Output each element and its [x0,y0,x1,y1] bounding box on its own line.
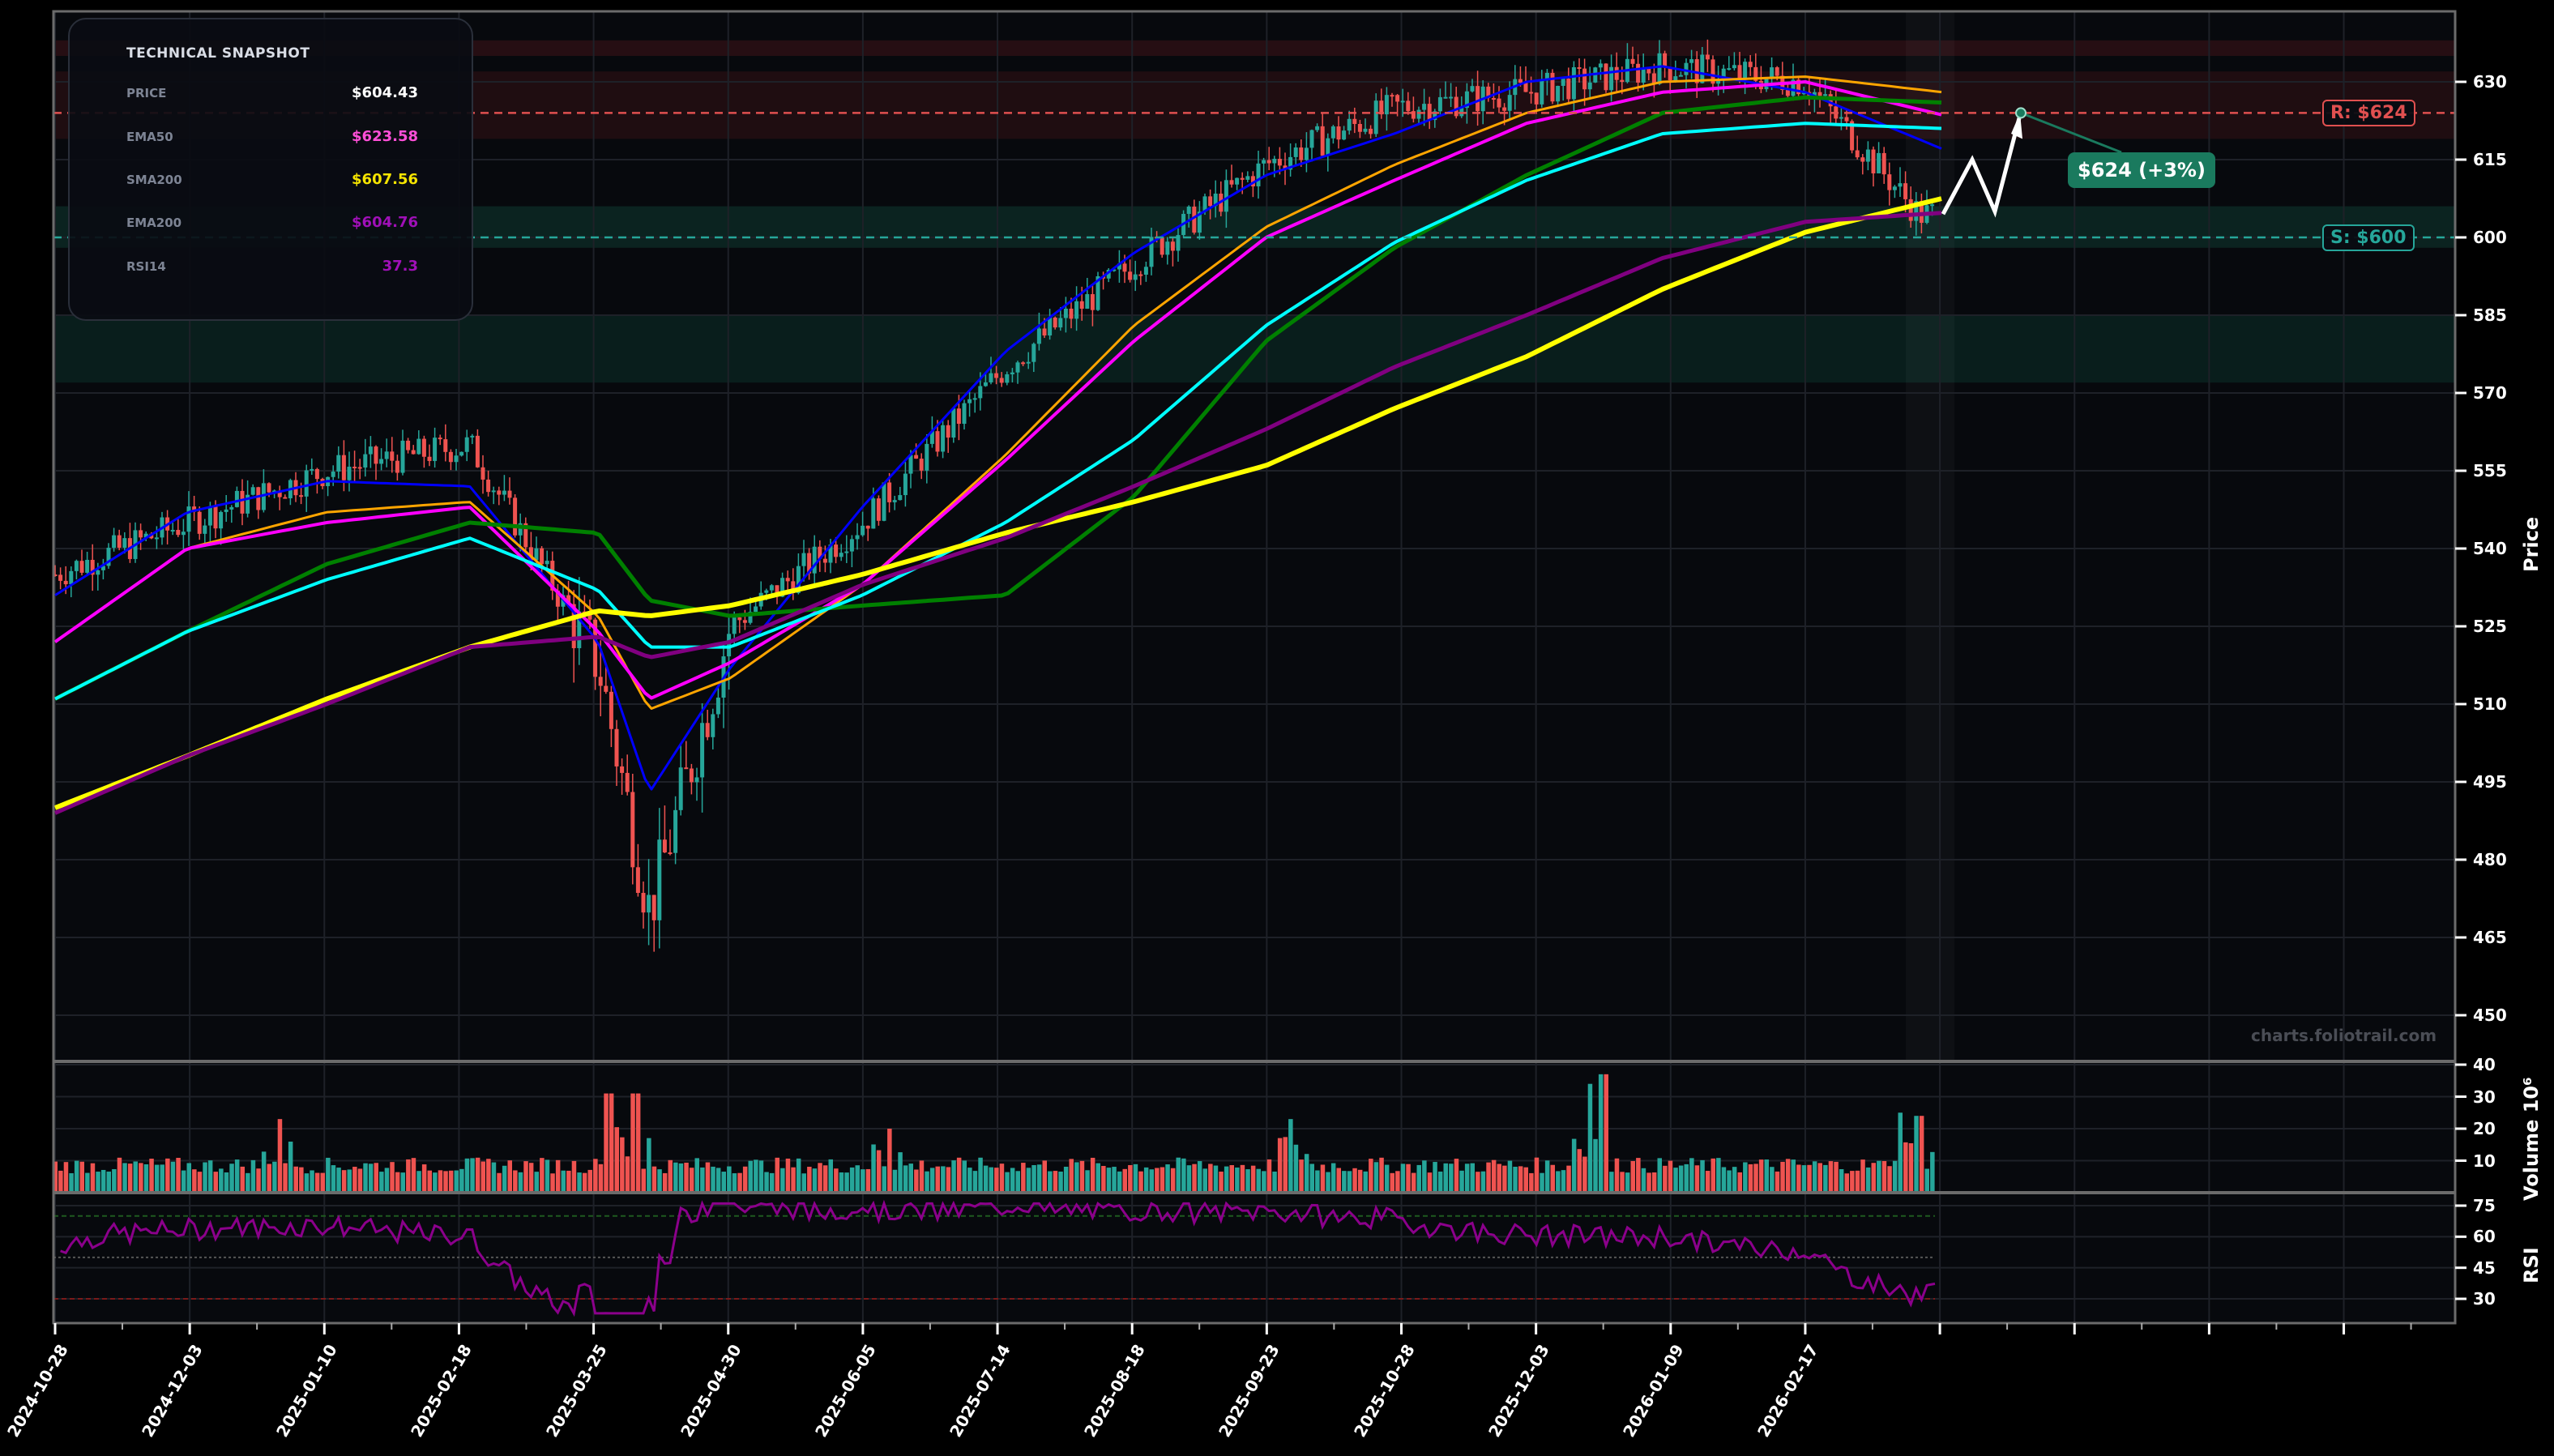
snapshot-row-rsi14: RSI14 37.3 [126,258,418,279]
resistance-label: R: $624 [2322,100,2415,126]
snapshot-label: RSI14 [126,259,166,274]
y-tick-label: 60 [2473,1227,2496,1247]
y-tick-label: 615 [2473,150,2507,169]
snapshot-value: $623.58 [352,128,418,145]
snapshot-row-ema50: EMA50 $623.58 [126,128,418,149]
snapshot-value: $607.56 [352,171,418,188]
y-tick-label: 495 [2473,772,2507,792]
ma-line [53,80,1942,700]
y-tick-label: 540 [2473,539,2507,558]
snapshot-label: SMA200 [126,173,182,187]
snapshot-row-ema200: EMA200 $604.76 [126,214,418,235]
snapshot-title: TECHNICAL SNAPSHOT [126,45,310,62]
snapshot-value: 37.3 [382,258,418,275]
ma-line [53,211,1942,815]
y-tick-label: 570 [2473,383,2507,403]
y-tick-label: 30 [2473,1289,2496,1309]
y-tick-label: 40 [2473,1055,2496,1074]
price-axis-title: Price [2520,516,2543,572]
y-tick-label: 45 [2473,1257,2496,1278]
snapshot-value: $604.76 [352,214,418,231]
y-tick-label: 600 [2473,228,2507,247]
ma-line [54,122,1942,701]
y-tick-label: 10 [2473,1151,2496,1171]
ma-line [53,95,1942,701]
y-tick-label: 480 [2473,850,2507,869]
projection-target-label: $624 (+3%) [2068,152,2215,188]
y-tick-label: 75 [2473,1196,2496,1215]
y-tick-label: 525 [2473,617,2507,636]
y-tick-label: 630 [2473,72,2507,92]
rsi-axis-title: RSI [2520,1247,2543,1283]
rsi-line [60,1199,1936,1317]
snapshot-label: PRICE [126,86,167,100]
snapshot-row-price: PRICE $604.43 [126,84,418,105]
volume-axis-title: Volume 10⁶ [2520,1077,2543,1201]
y-tick-label: 30 [2473,1087,2496,1107]
ma-line [54,65,1942,791]
snapshot-label: EMA50 [126,130,173,144]
volume-bars [53,1074,1935,1193]
snapshot-value: $604.43 [352,84,418,101]
y-tick-label: 450 [2473,1006,2507,1025]
watermark: charts.foliotrail.com [2251,1026,2437,1045]
snapshot-row-sma200: SMA200 $607.56 [126,171,418,192]
ma-line [54,75,1942,710]
snapshot-label: EMA200 [126,216,182,230]
y-tick-label: 20 [2473,1119,2496,1138]
y-tick-label: 510 [2473,694,2507,714]
y-tick-label: 555 [2473,461,2507,480]
technical-snapshot-panel: TECHNICAL SNAPSHOT PRICE $604.43 EMA50 $… [68,18,473,321]
y-tick-label: 465 [2473,928,2507,947]
ma-line [53,196,1942,810]
y-tick-label: 585 [2473,305,2507,325]
support-label: S: $600 [2322,224,2415,251]
